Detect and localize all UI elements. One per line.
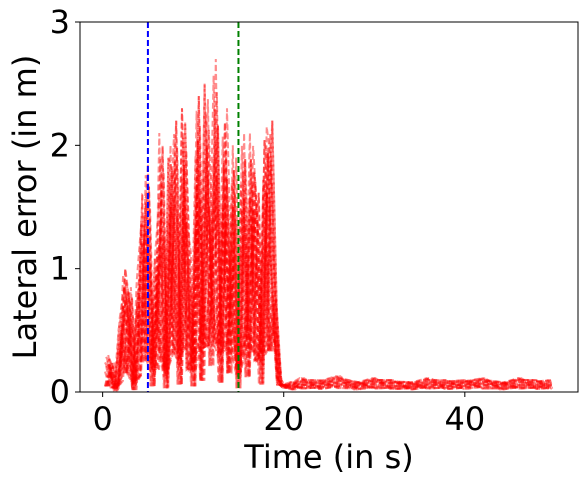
series-line [105, 108, 550, 392]
x-tick-label: 20 [263, 400, 304, 438]
y-tick-label: 2 [50, 126, 70, 164]
series-line [108, 129, 554, 391]
series-line [104, 83, 549, 392]
series-line [106, 122, 551, 392]
series-line [108, 147, 554, 391]
x-tick-label: 40 [444, 400, 485, 438]
series-layer [104, 58, 554, 392]
series-line [107, 92, 553, 391]
series-line [107, 95, 553, 391]
series-line [104, 75, 549, 391]
y-tick-label: 3 [50, 3, 70, 41]
series-line [106, 58, 551, 392]
series-line [104, 83, 550, 391]
series-line [107, 120, 553, 390]
y-tick-label: 0 [50, 373, 70, 411]
y-axis-label: Lateral error (in m) [6, 55, 44, 360]
tick-layer: 0 20 40 0 1 2 3 [50, 3, 486, 438]
x-tick-label: 0 [92, 400, 112, 438]
series-line [108, 120, 554, 392]
series-line [104, 108, 549, 391]
series-line [107, 99, 553, 392]
series-line [106, 122, 551, 391]
series-line [108, 108, 554, 391]
x-axis-label: Time (in s) [243, 438, 413, 476]
vline-layer [146, 22, 240, 392]
series-line [105, 134, 551, 390]
plot-frame [79, 21, 579, 393]
y-tick-label: 1 [50, 250, 70, 288]
